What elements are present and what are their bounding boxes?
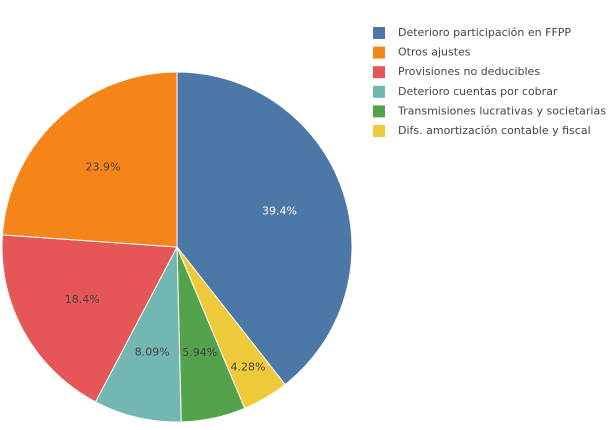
pie-slices [1, 71, 353, 423]
legend-label-0: Deterioro participación en FFPP [398, 26, 571, 39]
legend-item-4[interactable]: Transmisiones lucrativas y societarias [373, 104, 606, 118]
legend-item-3[interactable]: Deterioro cuentas por cobrar [373, 85, 558, 98]
pie-slice-label-2: 5.94% [182, 346, 217, 359]
legend-swatch-4 [373, 105, 385, 118]
pie-slice-labels: 39.4% 4.28% 5.94% 8.09% 18.4% 23.9% [65, 161, 297, 374]
pie-slice-label-0: 39.4% [262, 205, 297, 218]
legend: Deterioro participación en FFPP Otros aju… [373, 26, 606, 137]
legend-item-1[interactable]: Otros ajustes [373, 46, 471, 59]
pie-slice-0[interactable] [176, 71, 353, 386]
pie-slice-label-3: 8.09% [135, 346, 170, 359]
legend-label-2: Provisiones no deducibles [398, 65, 540, 78]
legend-label-1: Otros ajustes [398, 46, 471, 59]
legend-label-5: Difs. amortización contable y fiscal [398, 124, 591, 137]
legend-label-4: Transmisiones lucrativas y societarias [397, 104, 606, 117]
pie-slice-label-5: 23.9% [86, 161, 121, 174]
legend-swatch-5 [373, 125, 385, 137]
legend-swatch-3 [373, 85, 385, 98]
pie-slice-4[interactable] [1, 234, 178, 403]
pie-slice-label-4: 18.4% [65, 293, 100, 306]
legend-item-5[interactable]: Difs. amortización contable y fiscal [373, 124, 591, 137]
legend-item-0[interactable]: Deterioro participación en FFPP [373, 26, 571, 39]
legend-swatch-2 [373, 66, 385, 79]
pie-slice-5[interactable] [1, 71, 178, 248]
legend-item-2[interactable]: Provisiones no deducibles [373, 65, 540, 79]
legend-swatch-1 [373, 46, 385, 59]
pie-slice-3[interactable] [94, 245, 182, 423]
legend-label-3: Deterioro cuentas por cobrar [398, 85, 558, 98]
pie-slice-label-1: 4.28% [231, 361, 266, 374]
legend-swatch-0 [373, 27, 385, 39]
